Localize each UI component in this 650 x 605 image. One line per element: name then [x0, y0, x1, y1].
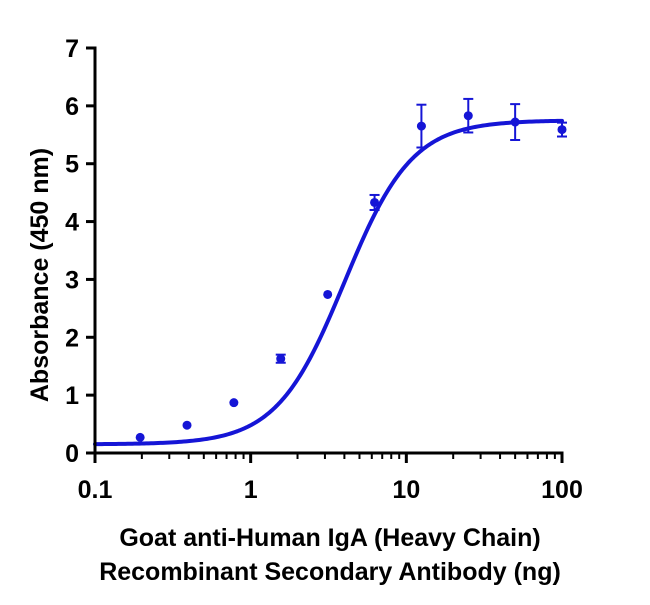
- y-tick-label: 0: [65, 440, 79, 468]
- y-axis-ticks: 0 1 2 3 4 5 6 7: [65, 35, 95, 468]
- y-tick-label: 4: [65, 209, 79, 237]
- data-point: [276, 354, 286, 364]
- y-tick-label: 2: [65, 324, 79, 352]
- x-tick-label: 1: [244, 476, 258, 504]
- x-tick-label: 0.1: [78, 476, 113, 504]
- data-point: [416, 121, 426, 131]
- x-tick-label: 10: [392, 476, 420, 504]
- x-axis-title-line-2: Recombinant Secondary Antibody (ng): [99, 558, 561, 586]
- fit-curve: [93, 118, 564, 447]
- data-point: [557, 125, 567, 135]
- data-point: [370, 197, 380, 207]
- y-tick-label: 7: [65, 35, 79, 63]
- x-axis-ticks: 0.1 1 10 100: [78, 453, 583, 504]
- data-points: [135, 111, 567, 442]
- data-point: [510, 117, 520, 127]
- data-point: [135, 432, 145, 442]
- y-axis-title: Absorbance (450 nm): [26, 148, 54, 402]
- x-axis-title-line-1: Goat anti-Human IgA (Heavy Chain): [119, 524, 540, 552]
- y-tick-label: 6: [65, 93, 79, 121]
- data-point: [182, 420, 192, 430]
- y-tick-label: 3: [65, 266, 79, 294]
- y-tick-label: 5: [65, 151, 79, 179]
- error-bars: [275, 97, 567, 364]
- data-point: [229, 398, 239, 408]
- data-point: [323, 289, 333, 299]
- x-tick-label: 100: [541, 476, 583, 504]
- data-point: [463, 111, 473, 121]
- y-tick-label: 1: [65, 382, 79, 410]
